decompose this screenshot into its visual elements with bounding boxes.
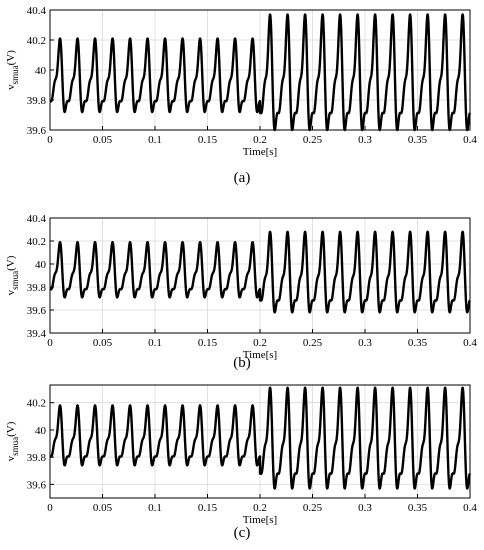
y-axis-label: vsmua(V) <box>5 421 20 461</box>
y-axis-label-unit: (V) <box>5 421 17 437</box>
waveform-line <box>48 386 472 490</box>
x-tick-label: 0.2 <box>253 134 267 146</box>
y-axis-label-main: v <box>5 289 17 295</box>
x-axis-label: Time[s] <box>243 146 277 158</box>
x-tick-label: 0.3 <box>358 502 372 514</box>
y-tick-label: 40.2 <box>27 398 46 410</box>
y-tick-label: 39.8 <box>27 95 47 107</box>
x-tick-label: 0.25 <box>303 134 323 146</box>
x-tick-label: 0.05 <box>93 502 113 514</box>
y-tick-label: 40.4 <box>27 213 47 225</box>
y-tick-label: 39.6 <box>27 479 47 491</box>
y-tick-label: 39.4 <box>27 328 47 340</box>
x-tick-label: 0 <box>47 134 53 146</box>
y-tick-label: 39.6 <box>27 305 47 317</box>
y-tick-label: 40 <box>35 425 47 437</box>
x-tick-label: 0.4 <box>463 134 477 146</box>
waveform-line <box>48 230 472 314</box>
panel-a: 0 0.05 0.1 0.15 0.2 0.25 0.3 0.35 0.4 39.6 39.8 40 4… <box>0 0 484 190</box>
x-axis-label: Time[s] <box>243 349 277 361</box>
panel-c: 0 0.05 0.1 0.15 0.2 0.25 0.3 0.35 0.4 39.6 39.8 40 4… <box>0 375 484 550</box>
y-axis-label-main: v <box>5 84 17 90</box>
x-tick-label: 0.05 <box>93 134 113 146</box>
y-axis-label-unit: (V) <box>5 255 17 271</box>
x-tick-label: 0.2 <box>253 337 267 349</box>
caption-c: (c) <box>233 525 251 541</box>
y-tick-label: 40.4 <box>27 5 47 17</box>
x-tick-label: 0.1 <box>148 337 162 349</box>
caption-b: (b) <box>233 355 251 371</box>
y-axis-label-subscript: smua <box>10 65 20 84</box>
x-tick-label: 0.3 <box>358 337 372 349</box>
y-tick-label: 40 <box>35 259 47 271</box>
x-tick-label: 0.25 <box>303 502 323 514</box>
x-tick-label: 0 <box>47 337 53 349</box>
y-axis-label: vsmua(V) <box>5 255 20 295</box>
x-tick-label: 0.15 <box>198 134 218 146</box>
y-tick-label: 39.6 <box>27 125 47 137</box>
y-axis-label-subscript: smua <box>10 437 20 456</box>
x-tick-label: 0.3 <box>358 134 372 146</box>
x-tick-label: 0.25 <box>303 337 323 349</box>
y-tick-label: 40.2 <box>27 35 46 47</box>
chart-a-plot: 0 0.05 0.1 0.15 0.2 0.25 0.3 0.35 0.4 39.6 39.8 40 4… <box>5 5 477 158</box>
x-tick-label: 0.35 <box>408 337 428 349</box>
x-tick-label: 0.15 <box>198 502 218 514</box>
y-tick-label: 40 <box>35 65 47 77</box>
x-tick-label: 0.35 <box>408 502 428 514</box>
x-tick-label: 0.35 <box>408 134 428 146</box>
x-tick-label: 0.1 <box>148 502 162 514</box>
y-axis-label-unit: (V) <box>5 50 17 66</box>
x-axis-label: Time[s] <box>243 514 277 526</box>
panel-b: 0 0.05 0.1 0.15 0.2 0.25 0.3 0.35 0.4 39.4 39.6 39.… <box>0 190 484 375</box>
y-axis-label-subscript: smua <box>10 271 20 290</box>
y-tick-label: 39.8 <box>27 282 47 294</box>
x-tick-label: 0.4 <box>463 337 477 349</box>
caption-a: (a) <box>233 170 251 186</box>
y-axis-label-main: v <box>5 455 17 461</box>
y-tick-label: 40.2 <box>27 236 46 248</box>
x-tick-label: 0.2 <box>253 502 267 514</box>
waveform-line <box>48 13 472 132</box>
x-tick-label: 0.4 <box>463 502 477 514</box>
x-tick-label: 0.1 <box>148 134 162 146</box>
x-tick-label: 0 <box>47 502 53 514</box>
y-tick-label: 39.8 <box>27 452 47 464</box>
chart-c-plot: 0 0.05 0.1 0.15 0.2 0.25 0.3 0.35 0.4 39.6 39.8 40 4… <box>5 384 477 526</box>
x-tick-label: 0.15 <box>198 337 218 349</box>
chart-b-plot: 0 0.05 0.1 0.15 0.2 0.25 0.3 0.35 0.4 39.4 39.6 39.… <box>5 213 477 361</box>
y-axis-label: vsmua(V) <box>5 50 20 90</box>
x-tick-label: 0.05 <box>93 337 113 349</box>
